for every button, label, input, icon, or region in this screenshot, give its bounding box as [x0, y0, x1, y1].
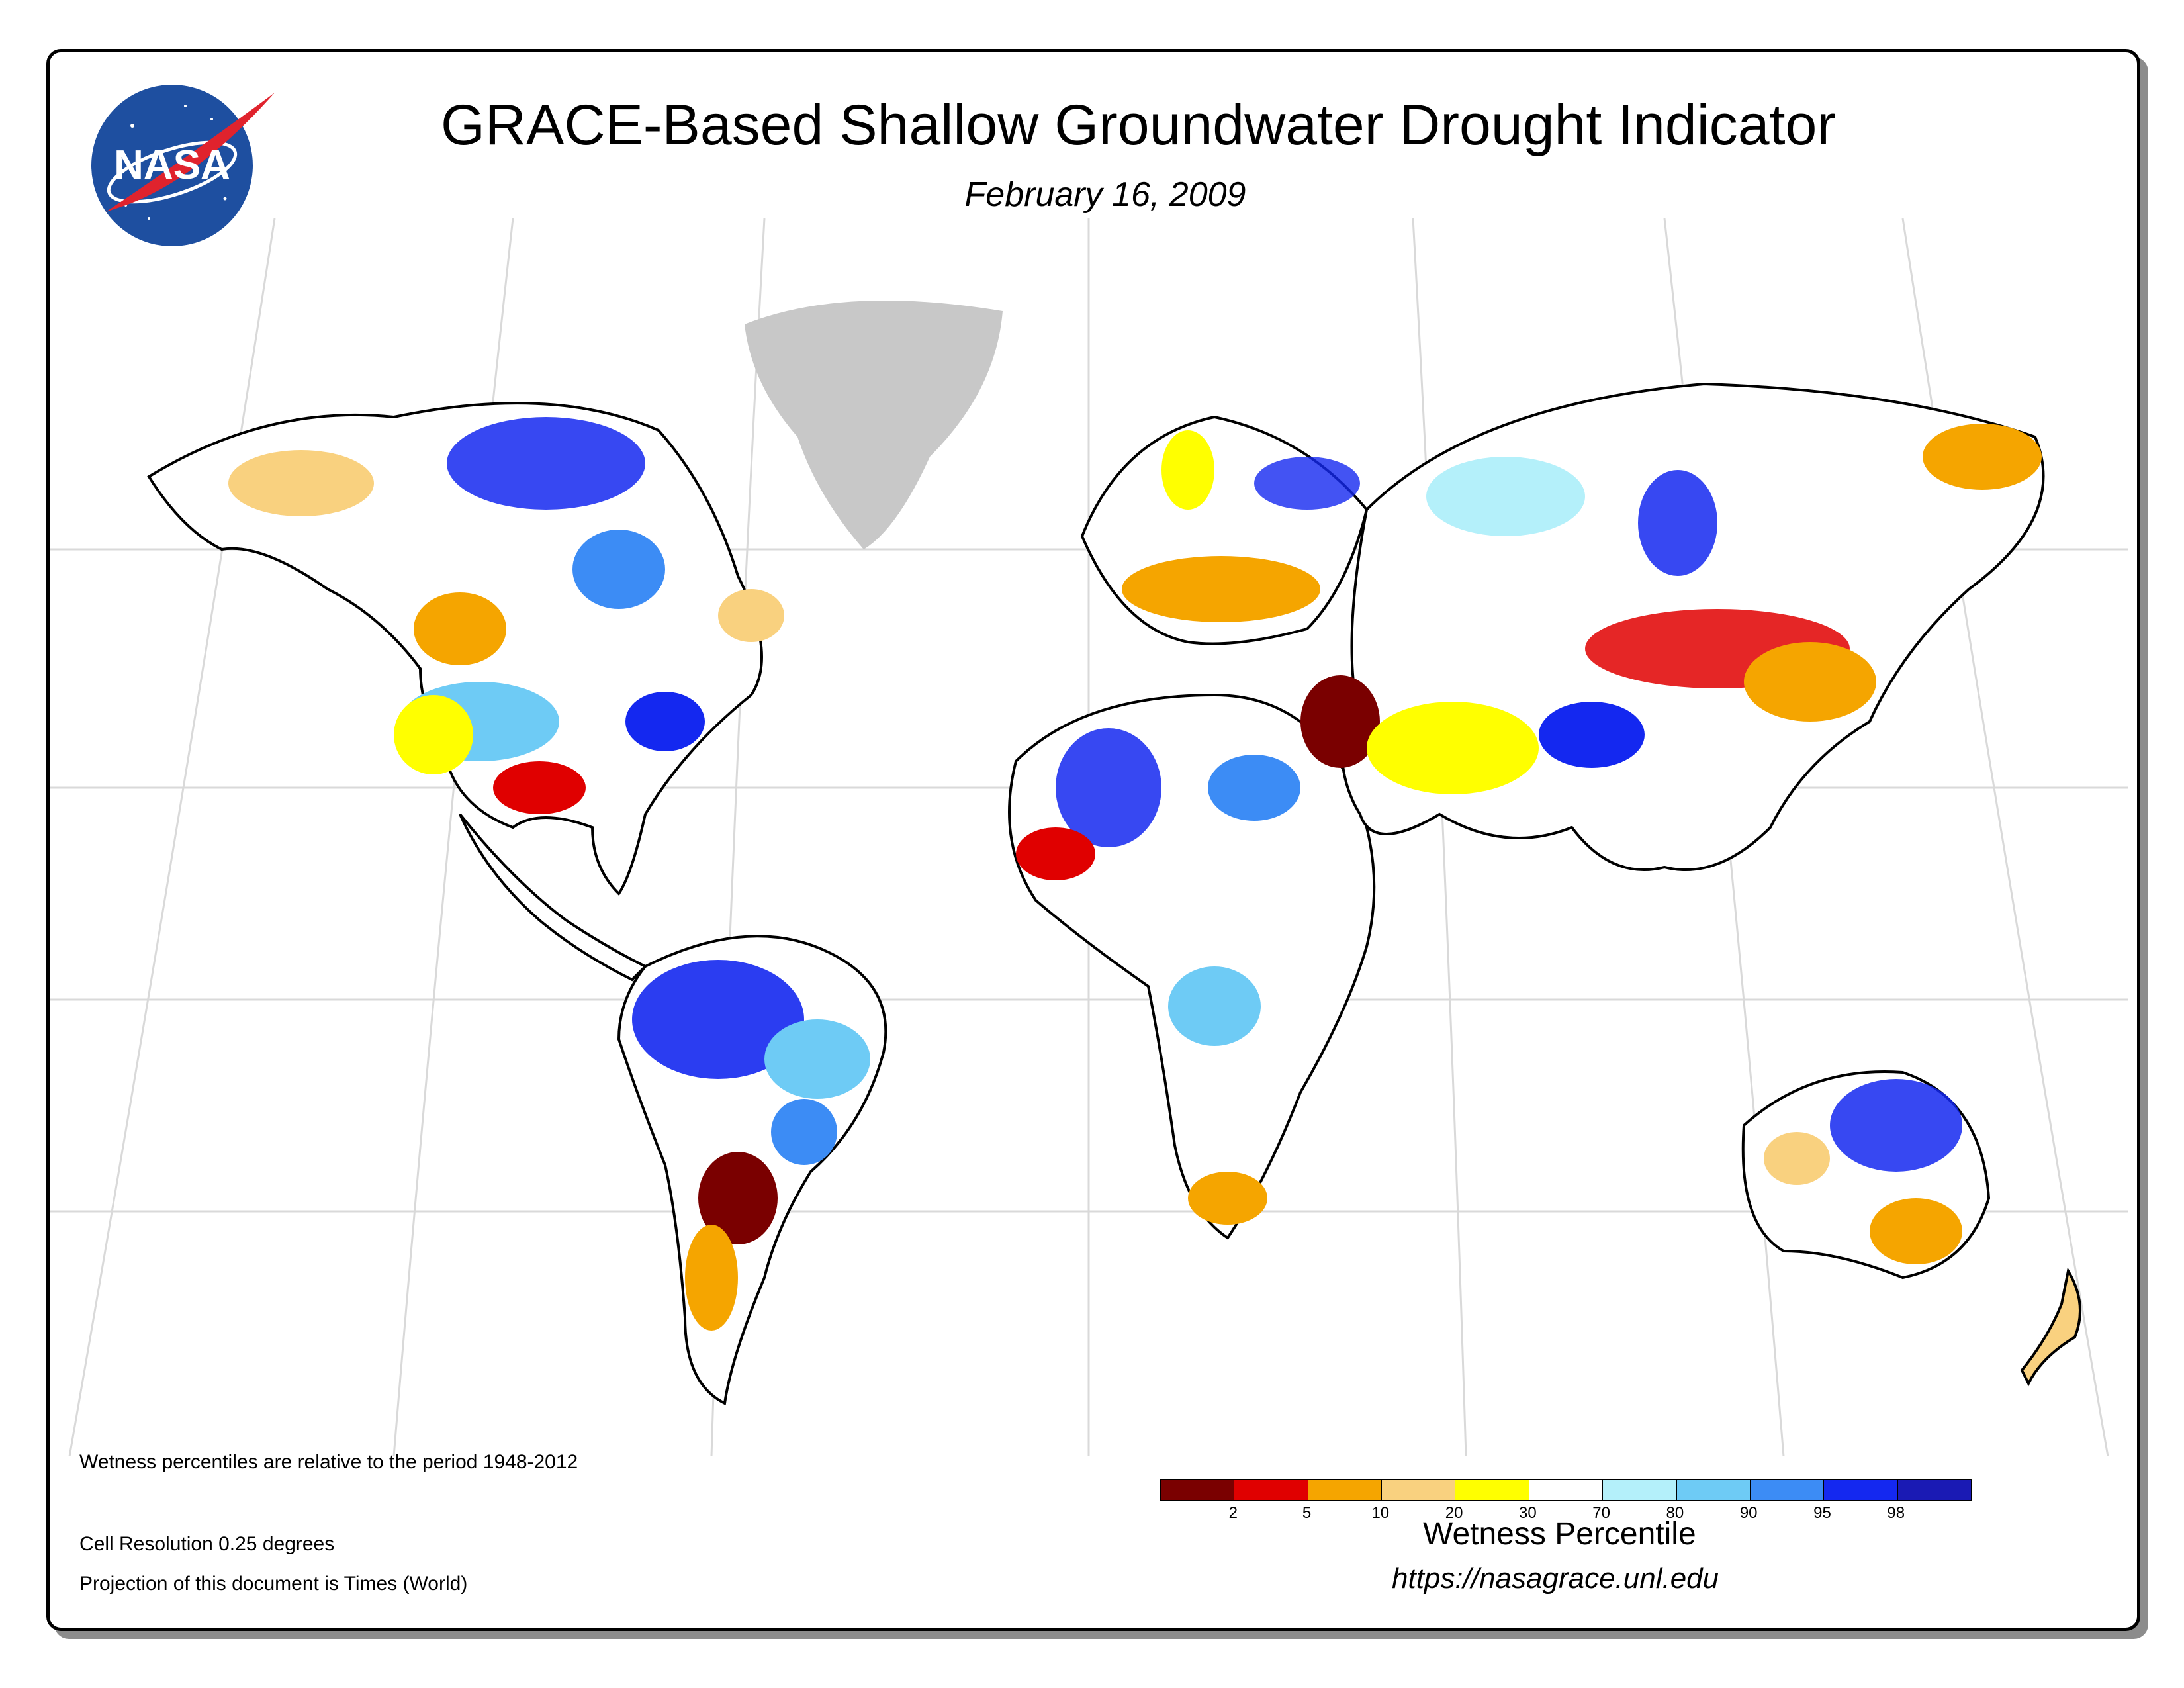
legend-ticks: 2 5 10 20 30 70 80 90 95 98 [1160, 1504, 1970, 1530]
legend-tick-label: 5 [1302, 1504, 1312, 1522]
source-url: https://nasagrace.unl.edu [1392, 1562, 1719, 1595]
legend-swatch [1897, 1480, 1971, 1500]
central-america [459, 813, 648, 982]
legend-swatch [1234, 1480, 1308, 1500]
legend-swatch [1308, 1480, 1383, 1500]
north-america [147, 402, 784, 896]
legend-swatch [1824, 1480, 1898, 1500]
note-period: Wetness percentiles are relative to the … [79, 1451, 578, 1473]
europe [1080, 415, 1369, 645]
legend-colorbar [1160, 1479, 1972, 1501]
legend-swatch [1750, 1480, 1825, 1500]
map-title: GRACE-Based Shallow Groundwater Drought … [440, 93, 1836, 157]
legend-swatch [1455, 1480, 1529, 1500]
legend-swatch [1603, 1480, 1677, 1500]
legend-tick-label: 90 [1739, 1504, 1758, 1522]
legend-title: Wetness Percentile [1423, 1517, 1696, 1552]
legend-tick-label: 70 [1592, 1504, 1610, 1522]
world-map [50, 218, 2128, 1456]
map-date: February 16, 2009 [964, 175, 1246, 214]
legend-swatch [1161, 1480, 1235, 1500]
australia [1741, 1070, 1991, 1280]
nasa-logo: NASA [91, 85, 275, 246]
legend-tick-label: 10 [1371, 1504, 1390, 1522]
note-resolution: Cell Resolution 0.25 degrees [79, 1533, 335, 1555]
legend-tick-label: 20 [1445, 1504, 1463, 1522]
africa [1008, 693, 1376, 1240]
note-projection: Projection of this document is Times (Wo… [79, 1573, 468, 1595]
legend-swatch [1529, 1480, 1604, 1500]
legend-tick-label: 30 [1519, 1504, 1537, 1522]
new-zealand [2020, 1267, 2081, 1387]
greenland [745, 301, 1003, 549]
legend-tick-label: 95 [1813, 1504, 1831, 1522]
nasa-logo-text: NASA [114, 142, 230, 188]
legend-tick-label: 80 [1666, 1504, 1684, 1522]
south-america [617, 935, 887, 1406]
legend-swatch [1382, 1480, 1456, 1500]
legend-swatch [1676, 1480, 1751, 1500]
legend-tick-label: 98 [1887, 1504, 1905, 1522]
legend-tick-label: 2 [1228, 1504, 1238, 1522]
asia [1300, 382, 2045, 871]
